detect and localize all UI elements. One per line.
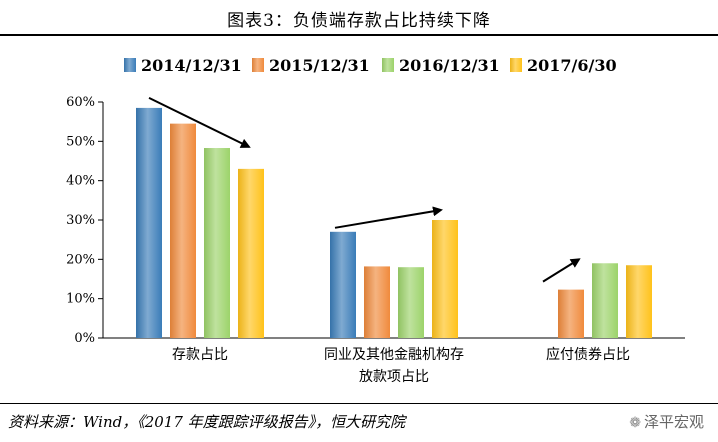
legend-label-1: 2015/12/31 — [269, 56, 370, 75]
legend-swatch-3 — [510, 58, 522, 72]
bar-2-2 — [592, 263, 618, 338]
chart-canvas: 2014/12/31 2015/12/31 2016/12/31 2017/6/30 … — [66, 56, 685, 385]
trend-arrow-down — [148, 97, 251, 148]
bar-1-1 — [364, 266, 390, 338]
legend-swatch-1 — [252, 58, 264, 72]
legend-label-0: 2014/12/31 — [141, 56, 242, 75]
y-tick-label: 50% — [66, 134, 95, 149]
bar-0-3 — [238, 168, 264, 338]
legend: 2014/12/31 2015/12/31 2016/12/31 2017/6/30 — [124, 56, 617, 75]
bar-0-0 — [136, 107, 162, 339]
y-tick-label: 0% — [74, 331, 95, 346]
y-tick-label: 40% — [66, 174, 95, 189]
legend-label-2: 2016/12/31 — [399, 56, 500, 75]
wechat-icon: ❁ — [629, 415, 641, 431]
category-label: 放款项占比 — [359, 369, 429, 385]
bar-1-0 — [330, 231, 356, 338]
bar-2-3 — [626, 265, 652, 338]
bar-1-3 — [432, 220, 458, 338]
bar-1-2 — [398, 267, 424, 338]
source-rule — [0, 403, 718, 404]
y-tick-label: 10% — [66, 292, 95, 307]
legend-swatch-2 — [382, 58, 394, 72]
bars — [136, 107, 652, 339]
category-label: 存款占比 — [172, 347, 228, 363]
y-tick-label: 60% — [66, 95, 95, 110]
category-label: 应付债券占比 — [546, 346, 630, 363]
trend-arrows — [148, 97, 581, 283]
bar-2-1 — [558, 289, 584, 338]
trend-arrow-up — [334, 206, 443, 229]
chart-title: 图表3：负债端存款占比持续下降 — [227, 11, 491, 31]
y-tick-label: 20% — [66, 252, 95, 267]
watermark-text: 泽平宏观 — [643, 413, 704, 431]
category-label: 同业及其他金融机构存 — [324, 347, 464, 363]
legend-label-3: 2017/6/30 — [527, 56, 617, 75]
bar-0-1 — [170, 123, 196, 338]
bar-0-2 — [204, 148, 230, 338]
y-axis: 0% 10% 20% 30% 40% 50% 60% — [66, 95, 685, 346]
legend-swatch-0 — [124, 58, 136, 72]
trend-arrow-up — [542, 258, 581, 283]
watermark: ❁ 泽平宏观 — [629, 411, 704, 432]
y-tick-label: 30% — [66, 213, 95, 228]
source-note: 资料来源：Wind，《2017 年度跟踪评级报告》，恒大研究院 — [8, 413, 406, 431]
title-rule — [0, 34, 718, 36]
